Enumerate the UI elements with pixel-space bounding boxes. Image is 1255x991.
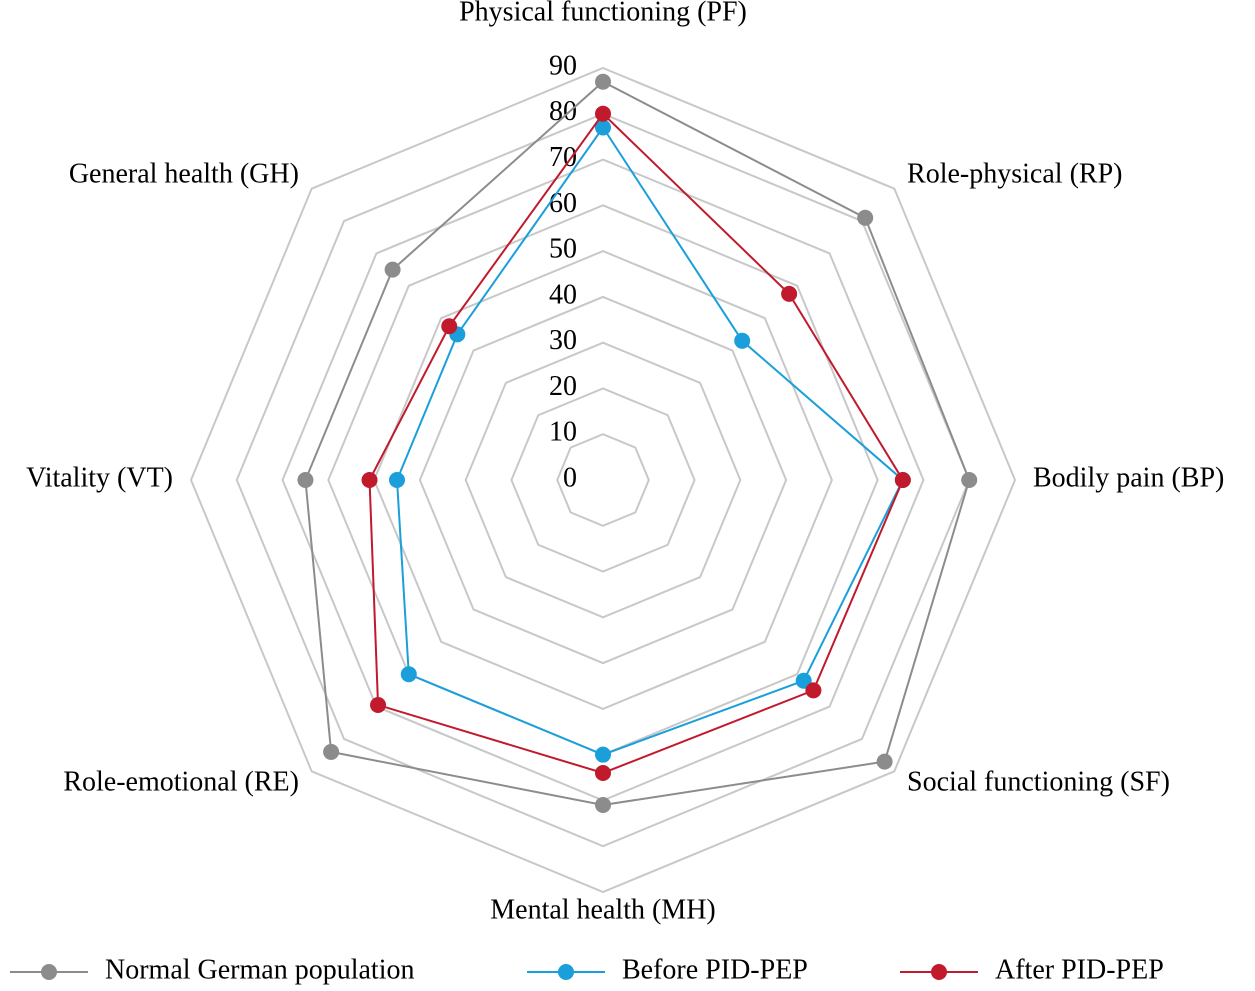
data-point xyxy=(781,285,798,302)
r-tick-label: 90 xyxy=(549,50,577,81)
data-point xyxy=(595,73,611,90)
grid-ring xyxy=(510,387,696,573)
category-label: Role-physical (RP) xyxy=(907,158,1122,189)
grid-ring xyxy=(373,250,833,710)
data-point xyxy=(795,672,812,689)
category-label: Physical functioning (PF) xyxy=(459,0,747,27)
legend-marker xyxy=(931,964,947,980)
data-point xyxy=(400,666,417,683)
data-point xyxy=(595,746,611,763)
r-tick-label: 80 xyxy=(549,96,577,127)
data-point xyxy=(805,682,822,699)
series-line xyxy=(368,112,904,775)
data-point xyxy=(361,472,378,488)
r-tick-label: 20 xyxy=(549,371,577,402)
data-point xyxy=(389,472,405,488)
data-point xyxy=(384,261,401,278)
grid-ring xyxy=(464,341,742,619)
r-tick-label: 30 xyxy=(549,325,577,356)
data-point xyxy=(961,472,978,488)
legend-marker xyxy=(41,964,57,980)
category-label: General health (GH) xyxy=(69,158,299,189)
legend-label: Before PID-PEP xyxy=(622,954,808,985)
data-point xyxy=(595,764,611,781)
category-label: Social functioning (SF) xyxy=(907,766,1170,797)
grid-ring xyxy=(189,66,1017,894)
data-point xyxy=(595,105,611,122)
data-point xyxy=(734,332,751,349)
data-point xyxy=(894,472,911,488)
r-tick-label: 10 xyxy=(549,417,577,448)
category-label: Mental health (MH) xyxy=(490,894,716,925)
r-tick-label: 40 xyxy=(549,279,577,310)
category-label: Vitality (VT) xyxy=(26,462,173,493)
legend-marker xyxy=(558,964,574,980)
series-line xyxy=(304,80,971,807)
r-tick-label: 60 xyxy=(549,188,577,219)
r-tick-label: 0 xyxy=(563,462,577,493)
data-point xyxy=(857,209,874,226)
data-point xyxy=(595,797,611,814)
data-point xyxy=(370,696,387,713)
legend-label: Normal German population xyxy=(105,954,414,985)
data-point xyxy=(595,119,611,136)
grid-ring xyxy=(418,295,788,665)
data-point xyxy=(297,472,314,488)
category-label: Bodily pain (BP) xyxy=(1033,462,1224,493)
data-point xyxy=(323,743,340,760)
data-point xyxy=(876,753,893,770)
legend-label: After PID-PEP xyxy=(995,954,1164,985)
data-point xyxy=(441,318,458,335)
grid-ring xyxy=(556,433,650,527)
grid-ring xyxy=(235,112,971,848)
r-tick-label: 50 xyxy=(549,234,577,265)
category-label: Role-emotional (RE) xyxy=(63,766,299,797)
